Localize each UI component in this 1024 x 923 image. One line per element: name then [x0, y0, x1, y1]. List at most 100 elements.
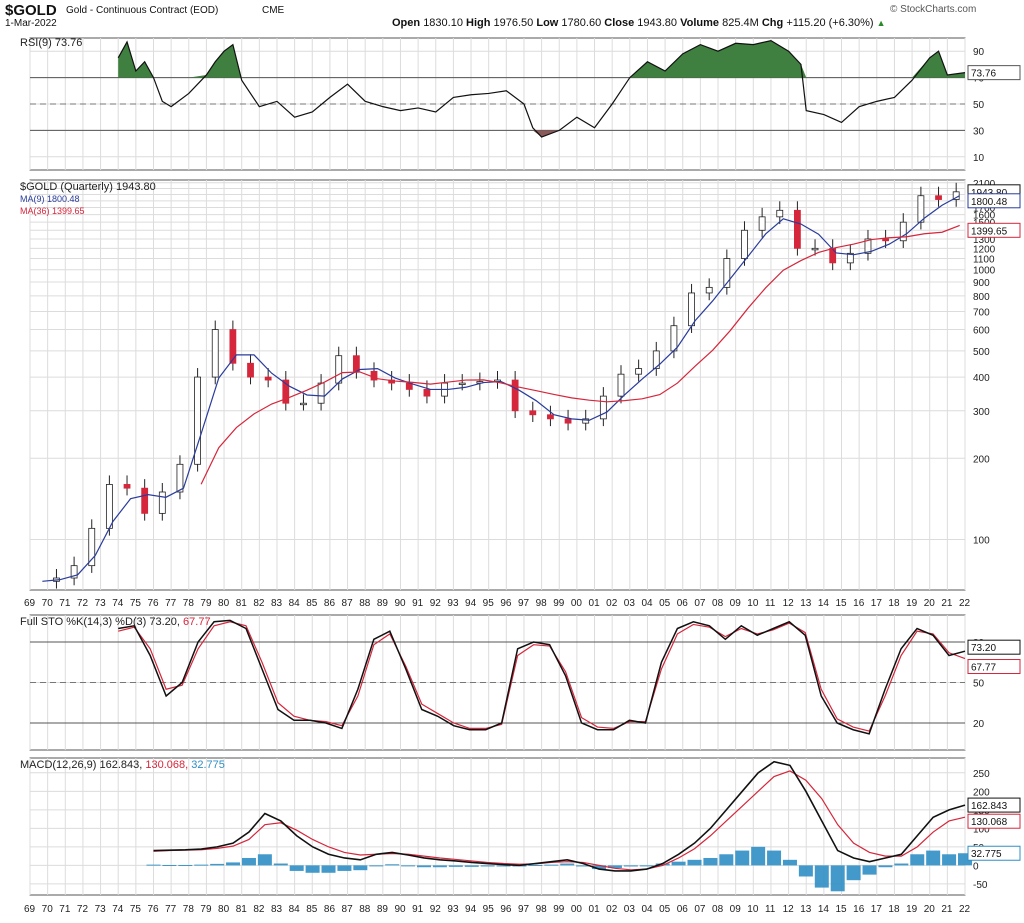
open-label: Open [392, 17, 421, 29]
price-candle [846, 252, 854, 264]
price-ytick-label: 500 [973, 347, 990, 358]
price-ytick-label: 700 [973, 307, 990, 318]
macd-histogram-bar [289, 865, 304, 871]
macd-histogram-bar [464, 865, 479, 867]
macd-ytick-label: 100 [973, 824, 990, 835]
price-candle [670, 325, 678, 352]
price-candle [688, 292, 695, 327]
x-axis-bottom-tick-label: 03 [624, 904, 636, 915]
x-axis-bottom-tick-label: 95 [483, 904, 495, 915]
x-axis-bottom-tick-label: 73 [95, 904, 107, 915]
x-axis-tick-label: 19 [906, 598, 918, 609]
price-ma9-line [42, 195, 960, 582]
price-ytick-label: 100 [973, 536, 990, 547]
sto-k-line [118, 619, 966, 735]
price-ytick-label: 800 [973, 292, 990, 303]
price-candle [741, 229, 748, 259]
x-axis-bottom-tick-label: 79 [200, 904, 212, 915]
macd-histogram-bar [814, 865, 829, 888]
price-ma9-last-label-box [967, 193, 1021, 209]
x-axis-bottom-tick-label: 14 [818, 904, 830, 915]
macd-histogram-bar [448, 865, 463, 867]
x-axis-bottom-tick-label: 70 [42, 904, 54, 915]
volume-value: 825.4M [722, 17, 759, 29]
macd-histogram-bar [432, 865, 447, 868]
x-axis-tick-label: 20 [924, 598, 936, 609]
macd-histogram-bar [592, 865, 607, 870]
x-axis-bottom-tick-label: 06 [677, 904, 689, 915]
x-axis-tick-label: 72 [77, 598, 89, 609]
macd-histogram-bar [767, 850, 782, 866]
x-axis-tick-label: 88 [359, 598, 371, 609]
price-ma9-last-label: 1800.48 [971, 197, 1008, 208]
macd-histogram-bar [241, 857, 256, 866]
x-axis-tick-label: 14 [818, 598, 830, 609]
price-candle [776, 209, 784, 218]
macd-histogram-bar [894, 863, 909, 866]
close-value: 1943.80 [637, 17, 678, 29]
macd-histogram-bar [719, 854, 734, 866]
macd-histogram-bar [226, 862, 241, 866]
x-axis-bottom-tick-label: 72 [77, 904, 89, 915]
x-axis-bottom-tick-label: 86 [324, 904, 336, 915]
price-ytick-label: 900 [973, 278, 990, 289]
macd-histogram-bar [703, 857, 718, 866]
x-axis-tick-label: 87 [342, 598, 354, 609]
x-axis-bottom-tick-label: 82 [253, 904, 265, 915]
price-candle [211, 329, 219, 378]
x-axis-tick-label: 09 [730, 598, 742, 609]
x-axis-tick-label: 11 [765, 598, 776, 609]
price-candle [635, 368, 643, 375]
price-candle [899, 221, 907, 242]
x-axis-tick-label: 04 [641, 598, 653, 609]
rsi-overbought-fill [118, 40, 966, 78]
macd-hist-value: 32.775 [191, 759, 225, 771]
sto-d-last-label-box [967, 659, 1021, 675]
x-axis-tick-label: 03 [624, 598, 636, 609]
x-axis-tick-label: 95 [483, 598, 495, 609]
price-candle [564, 418, 572, 424]
x-axis-tick-label: 85 [306, 598, 318, 609]
chg-up-arrow-icon: ▲ [876, 18, 886, 28]
chg-value: +115.20 (+6.30%) [786, 17, 874, 29]
x-axis-tick-label: 22 [959, 598, 971, 609]
rsi-ytick-label: 10 [973, 153, 985, 164]
price-ma36-last-label: 1399.65 [971, 226, 1008, 237]
price-candle [141, 487, 149, 514]
x-axis-bottom-tick-label: 77 [165, 904, 177, 915]
rsi-ytick-label: 90 [973, 47, 985, 58]
price-candle [794, 209, 801, 249]
x-axis-bottom-tick-label: 12 [783, 904, 795, 915]
x-axis-bottom-tick-label: 16 [853, 904, 865, 915]
x-axis-tick-label: 84 [289, 598, 301, 609]
x-axis-bottom-tick-label: 91 [412, 904, 424, 915]
x-axis-tick-label: 79 [200, 598, 212, 609]
macd-signal-line [153, 770, 966, 871]
x-axis-tick-label: 99 [553, 598, 565, 609]
low-label: Low [536, 17, 559, 29]
price-candle [829, 247, 837, 264]
x-axis-bottom-tick-label: 18 [888, 904, 900, 915]
sto-k-last-label-box [967, 639, 1021, 655]
chg-label: Chg [761, 17, 784, 29]
x-axis-tick-label: 02 [606, 598, 618, 609]
x-axis-bottom-tick-label: 88 [359, 904, 371, 915]
x-axis-tick-label: 08 [712, 598, 724, 609]
x-axis-tick-label: 71 [59, 598, 71, 609]
price-candle [229, 329, 237, 364]
x-axis-tick-label: 97 [518, 598, 530, 609]
price-candle [300, 402, 307, 406]
price-candle [194, 376, 201, 465]
macd-value: 162.843, [99, 759, 145, 771]
macd-histogram-bar [623, 865, 638, 867]
rsi-oversold-fill [118, 130, 966, 137]
x-axis-bottom-tick-label: 76 [147, 904, 159, 915]
x-axis-bottom-tick-label: 75 [130, 904, 142, 915]
x-axis-tick-label: 89 [377, 598, 389, 609]
sto-k-last-label: 73.20 [971, 643, 996, 654]
x-axis-bottom-tick-label: 10 [747, 904, 759, 915]
macd-histogram-bar [257, 854, 272, 866]
open-value: 1830.10 [423, 17, 463, 29]
price-candle [335, 355, 343, 384]
high-label: High [466, 17, 491, 29]
